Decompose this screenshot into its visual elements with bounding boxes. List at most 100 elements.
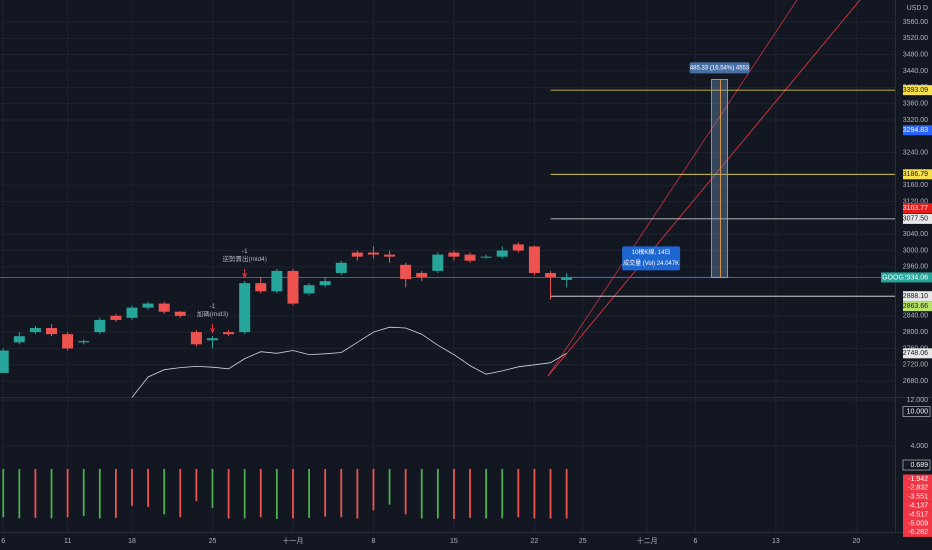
y-tick-label: 3160.00 [903,182,928,189]
price-label-bg [903,291,932,302]
oscillator-bar [98,468,101,519]
candle-body [158,303,170,312]
candle-body [287,270,299,304]
y-tick-label: 3320.00 [903,117,928,124]
y-tick-label: 2840.00 [903,313,928,320]
candle-body [480,256,492,258]
x-tick-label: 十一月 [282,536,303,545]
candle-body [29,328,41,333]
price-label: 2748.06 [903,350,928,357]
oscillator-bar [549,468,552,519]
candle-body [400,264,412,280]
range-tooltip-text: 成交量 (Vol) 24.047K [623,259,679,267]
symbol-label-bg [881,272,905,283]
oscillator-bar [275,468,278,520]
oscillator-value-bg [903,483,932,493]
annotation-text: 逆勢賣出(mid4) [222,254,266,263]
candle-body [496,250,508,257]
oscillator-bar [50,468,53,519]
price-label: 3103.77 [903,205,928,212]
x-tick-label: 6 [1,538,5,545]
price-label-bg [903,85,932,96]
candle-body [206,338,218,341]
oscillator-bar [18,468,21,519]
candle-body [223,332,235,335]
x-tick-label: 15 [450,538,458,545]
oscillator-bar [469,468,471,518]
annotation-text: -1 [242,248,248,255]
x-tick-label: 十二月 [637,536,658,545]
oscillator-marker [902,459,931,471]
measure-box [711,79,728,278]
oscillator-bar [147,468,149,507]
oscillator-bar [308,468,310,518]
price-label: 3393.09 [903,87,928,94]
price-label-bg [903,272,932,283]
candle-body [319,281,331,286]
candle-body [0,350,9,373]
candle-body [46,328,58,335]
candle-body [190,332,202,345]
x-tick-label: 20 [852,538,860,545]
price-label: 3077.50 [903,216,928,223]
trend-line [547,0,861,377]
candle-body [13,336,25,343]
candle-body [384,254,396,257]
candle-body [335,262,347,273]
oscillator-value-bg [903,527,932,537]
oscillator-bar [340,468,343,518]
price-label-bg [903,125,932,136]
candle-body [303,285,315,294]
oscillator-bar [227,468,230,519]
oscillator-marker [902,406,931,417]
oscillator-value: -3.551 [908,494,928,501]
oscillator-value: -2.832 [908,485,928,492]
oscillator-bar [114,468,117,518]
oscillator-value: -5.009 [908,520,928,527]
candle-body [126,307,138,318]
oscillator-marker-label: 10.000 [907,408,929,415]
y-tick-label: 2800.00 [903,329,928,336]
y-tick-label: 2680.00 [903,378,928,385]
oscillator-bar [404,468,407,515]
oscillator-bar [485,468,488,519]
y-tick-label: 3360.00 [903,100,928,107]
oscillator-value-bg [903,492,932,502]
oscillator-value-bg [903,510,932,520]
oscillator-bar [565,468,568,519]
y-tick-label: 3240.00 [903,149,928,156]
y-tick-label: 3520.00 [903,35,928,42]
annotation-text: 加碼(mid3) [197,309,228,318]
oscillator-bar [259,468,262,518]
oscillator-bar [163,468,166,515]
candle-body [464,254,476,261]
oscillator-value: -4.517 [908,511,928,518]
oscillator-bar [211,468,214,509]
currency: USD [907,5,922,12]
oscillator-value: -4.137 [908,503,928,510]
measure-label-bg [689,62,750,74]
price-label-bg [903,203,932,214]
oscillator-bar [517,468,520,518]
oscillator-bar [131,468,133,506]
oscillator-bar [356,468,359,519]
oscillator-bar [243,468,246,519]
x-tick-label: 25 [209,538,217,545]
candle-body [110,315,122,320]
oscillator-bar [372,468,375,511]
y-tick-label: 3480.00 [903,52,928,59]
oscillator-marker-label: 0.689 [910,462,928,469]
oscillator-bar [66,468,69,518]
y-tick-label: 2720.00 [903,362,928,369]
x-tick-label: 6 [693,538,697,545]
x-tick-label: 13 [772,538,780,545]
x-tick-label: 22 [531,538,539,545]
range-tooltip-text: 10根K線, 14日 [632,248,671,256]
candle-body [62,334,74,349]
candle-body [367,252,379,255]
price-label: 2888.10 [903,293,928,300]
x-tick-label: 8 [372,538,376,545]
price-label-bg [903,213,932,224]
